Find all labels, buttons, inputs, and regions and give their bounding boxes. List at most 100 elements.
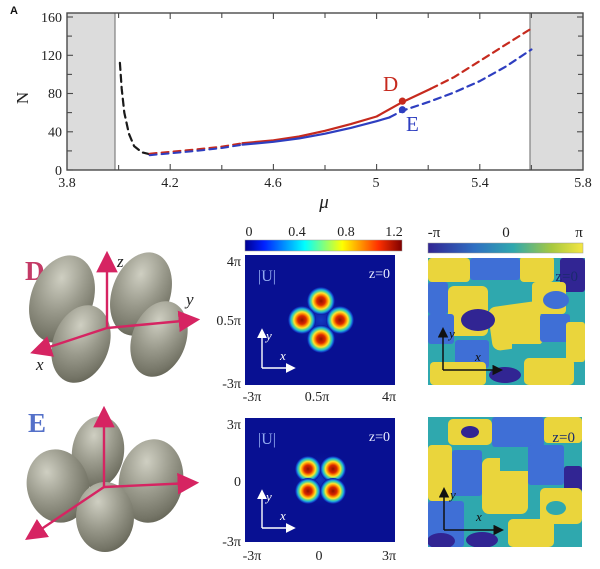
ytick-160: 160 xyxy=(41,11,62,26)
inset-x-label: x xyxy=(279,348,286,363)
iso-d-blobs xyxy=(29,252,188,383)
x-axis-label: x xyxy=(35,355,44,374)
y-axis-label: y xyxy=(184,290,194,309)
u-colorbar-ticks: 0 0.4 0.8 1.2 xyxy=(246,225,403,240)
xtick-4.2: 4.2 xyxy=(161,176,179,191)
inset-y-label: y xyxy=(264,489,272,504)
isosurface-e: E xyxy=(25,405,200,552)
cb-tick: π xyxy=(575,225,583,241)
ytick-80: 80 xyxy=(48,87,62,102)
phase-colorbar-ticks: -π 0 π xyxy=(428,225,584,241)
ytick: -3π xyxy=(222,377,241,392)
heatmap-e-yticks: 3π 0 -3π xyxy=(222,418,241,550)
ytick: -3π xyxy=(222,535,241,550)
chart-e-label: E xyxy=(406,112,419,136)
iso-d-axis-labels: z y x xyxy=(35,252,194,374)
blob xyxy=(26,449,90,523)
series-unstable-branch-black xyxy=(118,61,151,156)
phase-colorbar: -π 0 π xyxy=(427,225,584,254)
iso-e-axes xyxy=(25,405,200,541)
inset-y-label: y xyxy=(264,328,272,343)
iso-d-axes xyxy=(30,250,201,357)
ytick-120: 120 xyxy=(41,49,62,64)
cb-tick: 0.4 xyxy=(288,225,306,240)
heatmap-e-xticks: -3π 0 3π xyxy=(243,549,396,564)
plane-label: z=0 xyxy=(369,430,390,445)
plane-label: z=0 xyxy=(555,269,578,285)
cb-tick: 0 xyxy=(246,225,253,240)
cb-tick: 0.8 xyxy=(337,225,355,240)
xtick-5: 5 xyxy=(373,176,380,191)
series-branch-D-red-solid xyxy=(241,87,432,145)
shaded-band-right xyxy=(530,13,583,170)
ytick: 3π xyxy=(227,418,241,433)
phase-colorbar-gradient xyxy=(427,242,584,254)
cb-tick: -π xyxy=(428,225,441,241)
series-branch-E-blue-dashed-low xyxy=(148,143,244,157)
phase-e-pattern xyxy=(428,417,582,547)
ytick: 4π xyxy=(227,255,241,270)
xtick: -3π xyxy=(243,390,262,405)
x-axis-arrow xyxy=(30,326,108,357)
marker-E xyxy=(398,106,406,114)
chart-frame xyxy=(66,12,584,171)
xtick: -3π xyxy=(243,549,262,564)
y-axis-arrow xyxy=(103,472,200,495)
heatmap-e-inset-axes xyxy=(257,489,296,533)
soliton-peak xyxy=(295,456,321,482)
inset-y-label: y xyxy=(447,326,455,341)
inset-x-label: x xyxy=(279,508,286,523)
cb-tick: 1.2 xyxy=(385,225,403,240)
series-branch-E-blue-dashed-high xyxy=(388,48,533,119)
phase-d-pattern xyxy=(428,258,585,385)
y-axis-label: N xyxy=(13,92,32,104)
heatmap-d-xticks: -3π 0.5π 4π xyxy=(243,390,396,405)
ytick: 0.5π xyxy=(216,314,241,329)
plane-label: z=0 xyxy=(369,267,390,282)
ytick-0: 0 xyxy=(55,164,62,179)
soliton-peak xyxy=(307,287,335,315)
glow xyxy=(289,288,353,352)
x-tick-labels: 3.8 4.2 4.6 5 5.4 5.8 xyxy=(58,176,592,191)
blob xyxy=(51,305,111,383)
phase-d-inset-axes xyxy=(437,327,503,376)
xtick: 4π xyxy=(382,390,396,405)
phase-plot-e: z=0 y x xyxy=(428,417,582,547)
xtick-5.8: 5.8 xyxy=(574,176,592,191)
u-colorbar: 0 0.4 0.8 1.2 xyxy=(244,225,403,252)
inset-x-label: x xyxy=(475,509,482,524)
cb-tick: 0 xyxy=(502,225,510,241)
ytick: 0 xyxy=(234,475,241,490)
x-axis-arrow xyxy=(25,486,105,541)
soliton-peak xyxy=(320,456,346,482)
chart-d-label: D xyxy=(383,72,398,96)
inset-y-label: y xyxy=(448,487,456,502)
soliton-peak xyxy=(320,478,346,504)
y-tick-labels: 0 40 80 120 160 xyxy=(41,11,62,179)
xtick-4.6: 4.6 xyxy=(264,176,282,191)
xtick: 0 xyxy=(316,549,323,564)
soliton-peak xyxy=(326,306,354,334)
soliton-peak xyxy=(288,306,316,334)
series-branch-E-blue-solid xyxy=(241,116,391,146)
series-branch-D-red-dashed-low xyxy=(148,142,244,155)
panel-label-a: A xyxy=(10,5,18,17)
xtick-5.4: 5.4 xyxy=(471,176,489,191)
soliton-peak xyxy=(295,478,321,504)
soliton-peak xyxy=(307,325,335,353)
blob xyxy=(130,301,188,377)
z-axis-label: z xyxy=(116,252,124,271)
heatmap-e: |U| z=0 y x 3π 0 -3π -3π 0 3π xyxy=(222,418,396,564)
heatmap-d-inset-axes xyxy=(257,328,296,373)
iso-e-blobs xyxy=(26,416,184,552)
y-axis-arrow xyxy=(106,310,201,333)
xtick: 3π xyxy=(382,549,396,564)
isosurface-d: D z y x xyxy=(25,250,201,383)
field-label: |U| xyxy=(258,268,276,285)
marker-D xyxy=(398,97,406,105)
heatmap-d-yticks: 4π 0.5π -3π xyxy=(216,255,241,392)
x-axis-label: μ xyxy=(318,192,329,213)
series-branch-D-red-dashed-high xyxy=(429,27,533,90)
phase-e-inset-axes xyxy=(438,487,504,536)
